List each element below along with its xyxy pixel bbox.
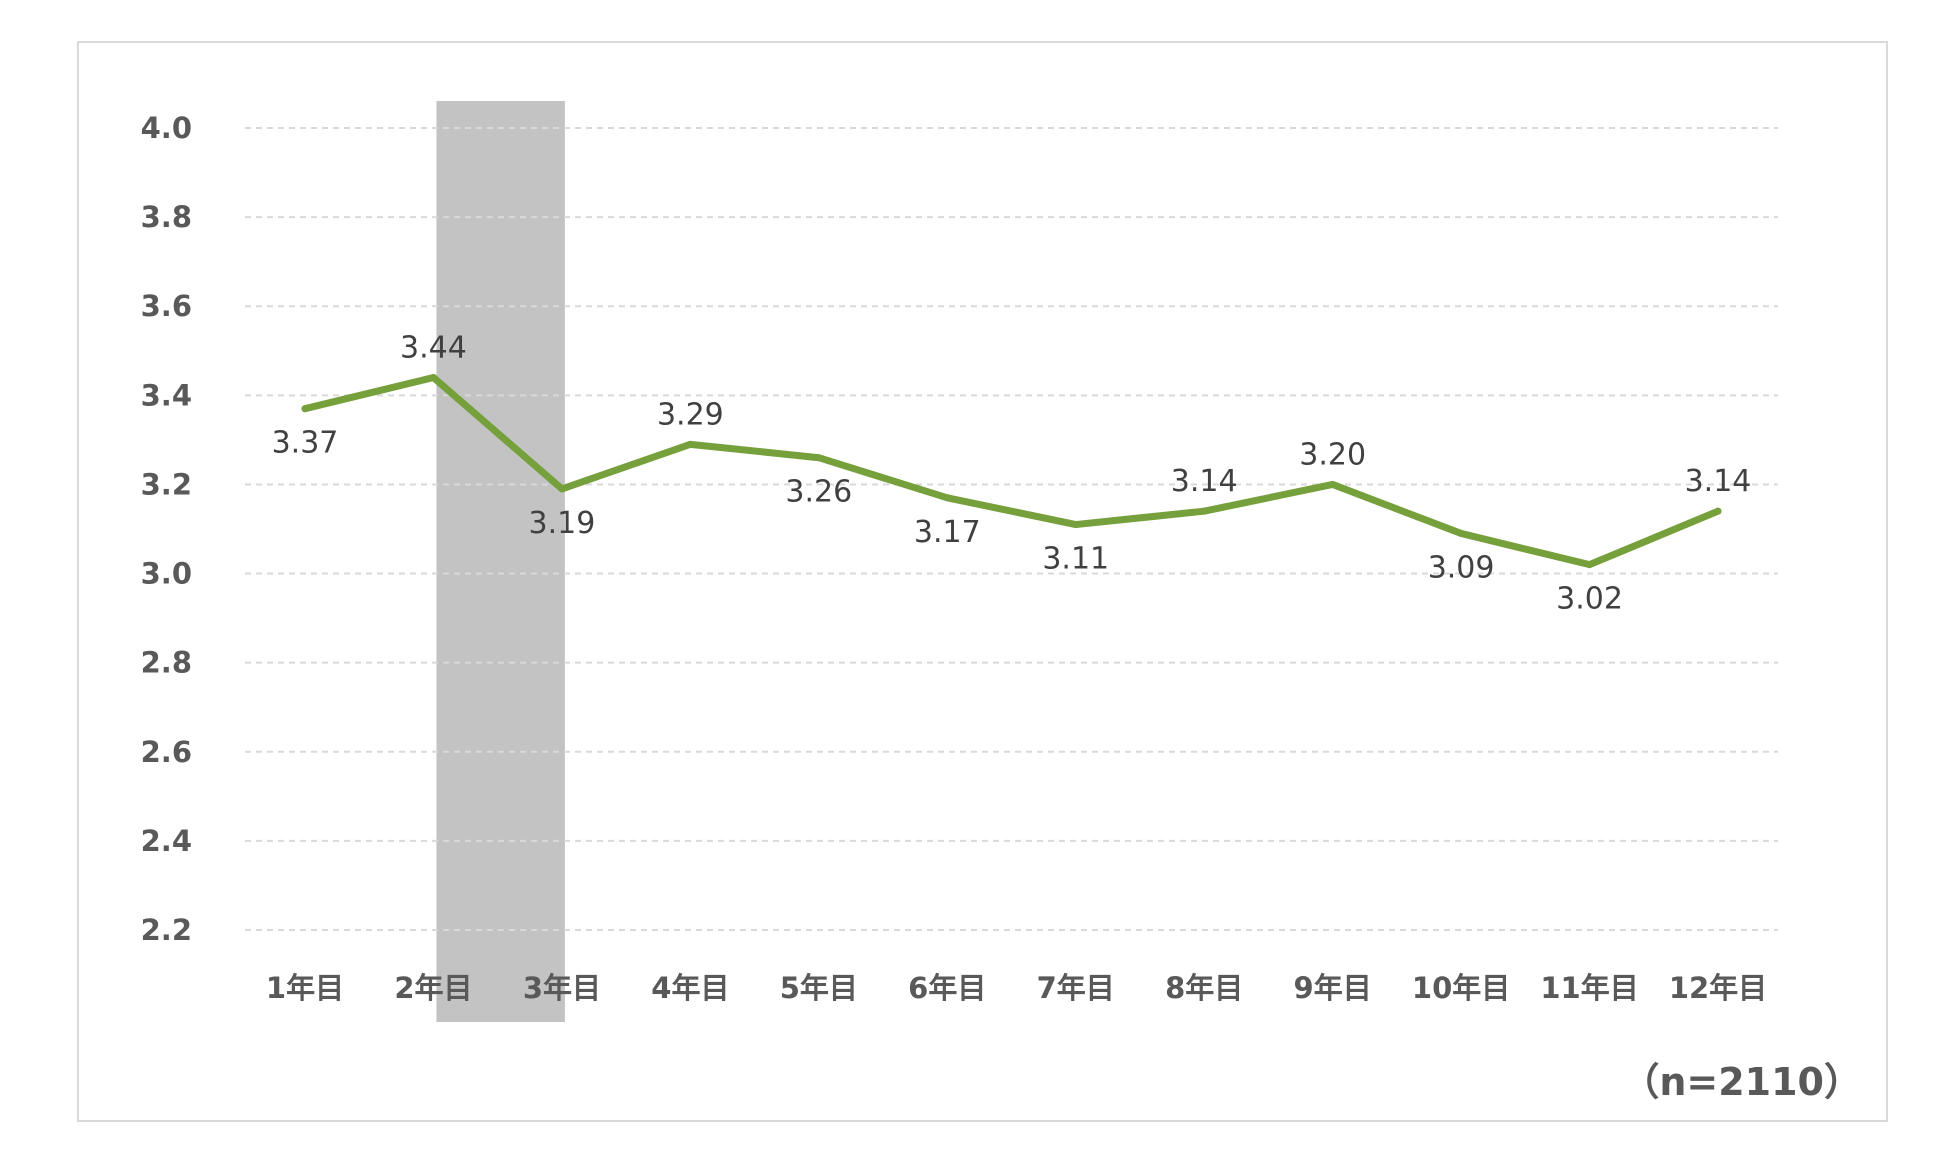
- x-tick-label: 12年目: [1669, 971, 1767, 1005]
- data-label: 3.37: [272, 426, 339, 461]
- data-label: 3.14: [1685, 464, 1752, 499]
- data-point: [429, 374, 437, 382]
- data-labels: 3.37 3.44 3.19 3.29 3.26 3.17 3.11 3.14 3.20 3.09…: [272, 331, 1752, 617]
- data-point: [1200, 507, 1208, 515]
- x-tick-label: 8年目: [1165, 971, 1243, 1005]
- y-tick-label: 2.2: [141, 913, 192, 947]
- y-tick-label: 2.8: [141, 646, 192, 680]
- x-tick-label: 2年目: [394, 971, 472, 1005]
- y-tick-label: 3.6: [141, 289, 192, 323]
- x-tick-label: 6年目: [908, 971, 986, 1005]
- data-label: 3.44: [400, 331, 467, 366]
- x-axis-ticks: 1年目 2年目 3年目 4年目 5年目 6年目 7年目 8年目 9年目 10年目 11年目 12年目: [266, 971, 1767, 1005]
- highlight-band: [436, 101, 565, 1022]
- data-label: 3.29: [657, 397, 724, 432]
- y-tick-label: 3.2: [141, 467, 192, 501]
- y-tick-label: 2.6: [141, 735, 192, 769]
- y-tick-label: 3.8: [141, 200, 192, 234]
- data-label: 3.11: [1042, 542, 1109, 577]
- data-point: [301, 405, 309, 413]
- data-point: [558, 485, 566, 493]
- gridlines: [245, 127, 1778, 931]
- x-tick-label: 9年目: [1294, 971, 1372, 1005]
- highlight-band-layer: [436, 101, 565, 1022]
- data-label: 3.02: [1556, 582, 1623, 617]
- x-tick-label: 11年目: [1540, 971, 1638, 1005]
- x-tick-label: 5年目: [780, 971, 858, 1005]
- y-tick-label: 3.0: [141, 557, 192, 591]
- x-tick-label: 3年目: [523, 971, 601, 1005]
- y-tick-label: 4.0: [141, 111, 192, 145]
- data-label: 3.19: [529, 506, 596, 541]
- y-tick-label: 3.4: [141, 378, 192, 412]
- series-layer: [301, 374, 1722, 569]
- data-point: [815, 454, 823, 462]
- data-point: [1072, 521, 1080, 529]
- data-label: 3.20: [1299, 437, 1366, 472]
- data-label: 3.17: [914, 515, 981, 550]
- data-label: 3.14: [1171, 464, 1238, 499]
- data-point: [1586, 561, 1594, 569]
- data-point: [1329, 480, 1337, 488]
- data-point: [686, 440, 694, 448]
- x-tick-label: 4年目: [651, 971, 729, 1005]
- data-point: [943, 494, 951, 502]
- data-point: [1457, 529, 1465, 537]
- data-point: [1714, 507, 1722, 515]
- sample-size-note: （n=2110）: [1621, 1060, 1862, 1104]
- x-tick-label: 10年目: [1412, 971, 1510, 1005]
- data-label: 3.09: [1428, 550, 1495, 585]
- x-tick-label: 7年目: [1037, 971, 1115, 1005]
- data-label: 3.26: [785, 475, 852, 510]
- series-line: [301, 374, 1722, 569]
- x-tick-label: 1年目: [266, 971, 344, 1005]
- chart-frame: [77, 41, 1888, 1122]
- y-axis-ticks: 2.2 2.4 2.6 2.8 3.0 3.2 3.4 3.6 3.8 4.0: [141, 111, 192, 947]
- y-tick-label: 2.4: [141, 824, 192, 858]
